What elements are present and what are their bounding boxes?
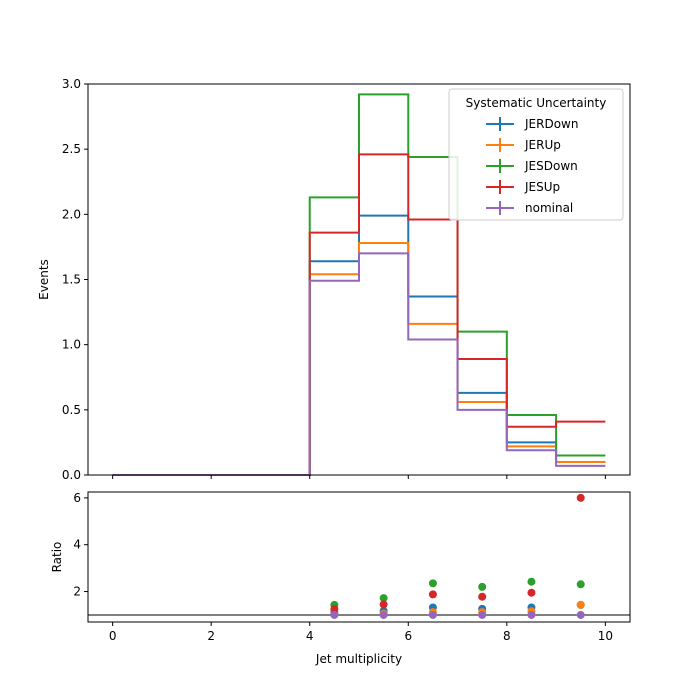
- bottom-xtick-label: 6: [404, 629, 412, 643]
- top-ylabel: Events: [37, 259, 51, 300]
- legend-title: Systematic Uncertainty: [466, 96, 607, 110]
- ratio-panel: 2 4 6 0 2 4 6 8 10 Ratio Jet multiplicity: [50, 491, 631, 666]
- ratio-point-JESUp: [527, 588, 536, 597]
- top-ytick-label: 2.5: [62, 142, 81, 156]
- ratio-point-nominal: [527, 610, 536, 619]
- ratio-point-JESUp: [428, 590, 437, 599]
- top-ytick-label: 0.0: [62, 468, 81, 482]
- ratio-point-nominal: [379, 610, 388, 619]
- ratio-point-JESUp: [576, 493, 585, 502]
- top-ytick-label: 3.0: [62, 77, 81, 91]
- bottom-ytick-label: 2: [73, 585, 81, 599]
- ratio-point-JERUp: [576, 600, 585, 609]
- bottom-xtick-label: 4: [306, 629, 314, 643]
- bottom-ylabel: Ratio: [50, 542, 64, 573]
- ratio-point-JESDown: [428, 579, 437, 588]
- legend-label-JERDown: JERDown: [524, 117, 578, 131]
- ratio-point-JESDown: [576, 580, 585, 589]
- bottom-ytick-label: 6: [73, 491, 81, 505]
- legend-label-nominal: nominal: [525, 201, 573, 215]
- legend-label-JERUp: JERUp: [524, 138, 561, 152]
- ratio-point-JESDown: [379, 594, 388, 603]
- ratio-point-nominal: [478, 610, 487, 619]
- ratio-point-nominal: [330, 610, 339, 619]
- bottom-axes-frame: [87, 491, 631, 623]
- legend-label-JESDown: JESDown: [524, 159, 578, 173]
- bottom-xtick-label: 0: [109, 629, 117, 643]
- ratio-point-JESDown: [527, 577, 536, 586]
- bottom-xtick-label: 2: [207, 629, 215, 643]
- ratio-point-JESUp: [379, 600, 388, 609]
- legend-label-JESUp: JESUp: [524, 180, 560, 194]
- bottom-xtick-label: 10: [598, 629, 613, 643]
- bottom-xtick-label: 8: [503, 629, 511, 643]
- bottom-xlabel: Jet multiplicity: [315, 652, 402, 666]
- bottom-ytick-label: 4: [73, 538, 81, 552]
- ratio-point-nominal: [428, 610, 437, 619]
- ratio-point-JESDown: [478, 582, 487, 591]
- events-panel: 0.0 0.5 1.0 1.5 2.0 2.5 3.0 Events: [37, 77, 631, 482]
- legend: Systematic Uncertainty JERDown JERUp JESDow…: [448, 88, 624, 221]
- ratio-point-JESUp: [330, 605, 339, 614]
- top-ytick-label: 1.0: [62, 338, 81, 352]
- top-ytick-label: 1.5: [62, 273, 81, 287]
- ratio-point-JESUp: [478, 592, 487, 601]
- ratio-point-nominal: [576, 610, 585, 619]
- top-ytick-label: 0.5: [62, 403, 81, 417]
- top-ytick-label: 2.0: [62, 207, 81, 221]
